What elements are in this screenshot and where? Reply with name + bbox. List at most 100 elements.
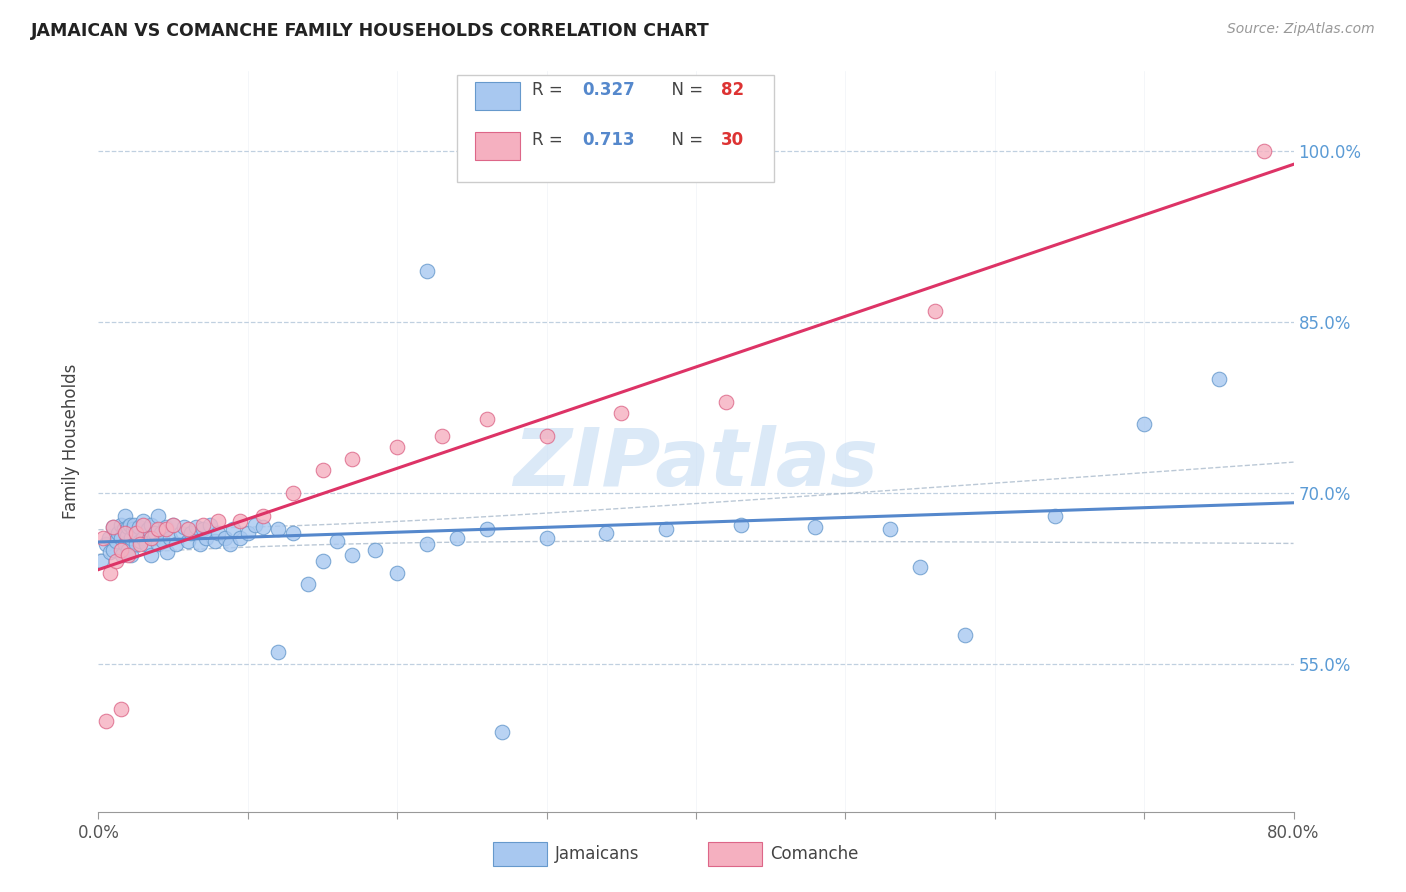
FancyBboxPatch shape [475,81,520,111]
Point [156,545,179,559]
Point [229,514,252,528]
Text: Comanche: Comanche [770,845,859,863]
Point [714,394,737,409]
Point [297,577,319,591]
Point [281,485,304,500]
Point [416,537,439,551]
Point [252,520,274,534]
Point [114,508,136,523]
Point [143,525,166,540]
Point [177,533,200,548]
Point [1133,417,1156,432]
Point [267,645,290,659]
Point [148,537,170,551]
Point [94,537,117,551]
Point [136,522,159,536]
Point [165,537,187,551]
Point [117,542,139,557]
Point [385,440,409,454]
Y-axis label: Family Households: Family Households [62,364,80,519]
Point [385,566,409,580]
Point [173,520,195,534]
Point [139,517,162,532]
Point [125,537,148,551]
Point [111,549,134,563]
Point [121,522,143,536]
Point [124,517,146,532]
Point [281,525,304,540]
Point [150,525,173,540]
Point [1253,144,1275,158]
Point [132,517,155,532]
Point [120,549,142,563]
Point [536,532,558,546]
Point [118,517,141,532]
Point [536,429,558,443]
Text: 82: 82 [721,80,744,99]
FancyBboxPatch shape [475,131,520,161]
Point [252,508,274,523]
Point [924,303,946,318]
FancyBboxPatch shape [457,75,773,183]
Point [105,554,128,568]
Text: JAMAICAN VS COMANCHE FAMILY HOUSEHOLDS CORRELATION CHART: JAMAICAN VS COMANCHE FAMILY HOUSEHOLDS C… [31,22,710,40]
Point [311,554,333,568]
Point [219,537,242,551]
Point [110,532,132,546]
Point [342,549,364,563]
Point [125,525,148,540]
Point [430,429,453,443]
Point [953,628,976,642]
Point [110,542,132,557]
Point [105,533,128,548]
Point [446,532,468,546]
Text: 0.327: 0.327 [582,80,636,99]
Point [135,537,157,551]
Point [364,542,387,557]
Point [162,517,184,532]
Point [103,542,125,557]
Text: 30: 30 [721,131,744,149]
Point [879,522,901,536]
FancyBboxPatch shape [709,842,762,866]
Point [115,529,138,543]
Text: N =: N = [661,131,709,149]
Point [191,522,214,536]
Point [491,725,513,739]
Point [1043,508,1066,523]
Point [155,520,177,534]
Text: 0.713: 0.713 [582,131,636,149]
Point [245,517,267,532]
Point [107,525,129,540]
Point [610,406,633,420]
Point [132,514,155,528]
Point [730,517,752,532]
Point [98,545,122,559]
Point [98,566,122,580]
Point [342,451,364,466]
Point [207,514,229,528]
Point [110,517,132,532]
FancyBboxPatch shape [494,842,547,866]
Point [127,525,149,540]
Text: R =: R = [533,131,568,149]
Point [416,263,439,277]
Point [326,533,349,548]
Point [97,532,120,546]
Point [1208,372,1230,386]
Point [200,517,222,532]
Point [311,463,333,477]
Point [117,520,139,534]
Point [117,549,139,563]
Text: Source: ZipAtlas.com: Source: ZipAtlas.com [1227,22,1375,37]
Text: R =: R = [533,80,568,99]
Point [204,533,226,548]
Point [114,525,136,540]
Text: ZIPatlas: ZIPatlas [513,425,879,503]
Point [595,525,617,540]
Text: N =: N = [661,80,709,99]
Point [207,525,229,540]
Point [229,532,252,546]
Point [148,522,170,536]
Point [132,532,155,546]
